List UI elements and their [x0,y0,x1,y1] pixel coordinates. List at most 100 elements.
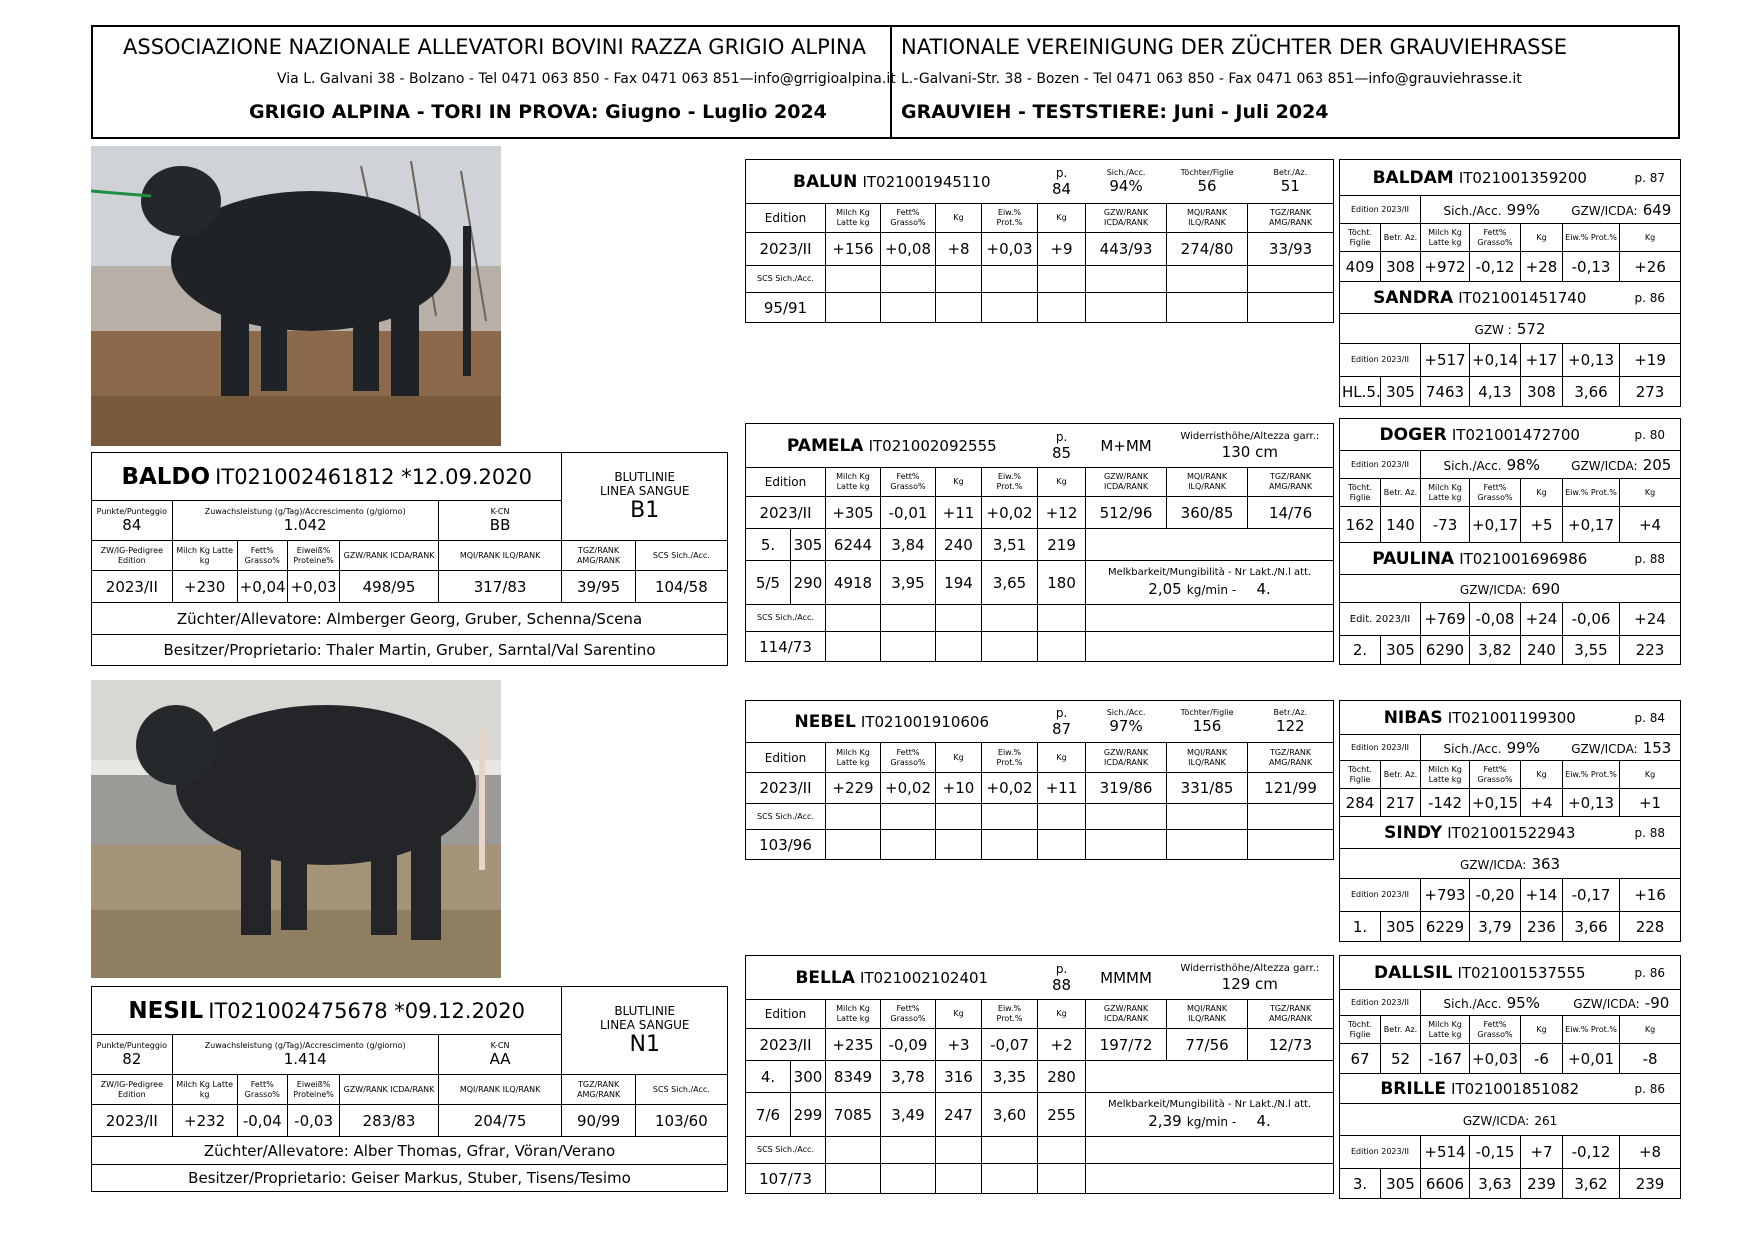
empty-cell [1085,528,1335,561]
kcn-cell: K-CN AA [437,1034,563,1075]
empty-cell [1085,829,1168,860]
kg-label: Kg [1037,467,1087,497]
empty-cell [980,292,1039,323]
gzw-value: 197/72 [1085,1028,1168,1061]
gdam-title: PAULINA IT021001696986 [1339,542,1620,575]
tgz-value: 39/95 [561,570,636,603]
fatkg-value: +3 [935,1028,982,1061]
owner-line: Besitzer/Proprietario: Geiser Markus, St… [91,1164,728,1192]
gsire-id: IT021001199300 [1447,708,1576,727]
fat-label: Fett% Grasso% [236,1074,288,1105]
milk-label: Milch Kg Latte kg [171,540,238,571]
gsire-val: +1 [1619,788,1682,817]
kcn-label: K-CN [490,506,510,516]
empty-cell [1037,829,1087,860]
empty-cell [1037,1136,1087,1164]
edition-label: Edition [745,999,826,1029]
gdam-name: BRILLE [1380,1078,1446,1099]
bull-title: BALDO IT021002461812 *12.09.2020 [90,452,563,501]
prot-label: Eiw.% Prot.% [1561,760,1621,789]
milk-value: +305 [825,496,881,529]
empty-cell [1037,803,1087,830]
scs-value: 95/91 [745,292,826,323]
zw-label: ZW/IG-Pedigree Edition [91,1074,173,1105]
gsire-val: -167 [1420,1043,1470,1074]
gsire-val: -0,12 [1469,251,1521,282]
mqi-label: MQI/RANK ILQ/RANK [1166,742,1249,773]
empty-cell [1085,604,1335,632]
dam-id: IT021002102401 [859,968,989,987]
lact1-fat: 3,84 [880,528,936,561]
fat-label: Fett% Grasso% [236,540,288,571]
fatkg-value: +11 [935,496,982,529]
header-de-title: NATIONALE VEREINIGUNG DER ZÜCHTER DER GR… [901,35,1567,59]
dam-title: PAMELA IT021002092555 [744,423,1038,468]
gdam-val: +14 [1520,878,1563,912]
growth-value: 1.414 [283,1050,327,1069]
p-label: p. [1055,429,1068,444]
gsire-gzw: -90 [1644,994,1670,1012]
kg-label: Kg [1037,203,1087,233]
scs-value: 114/73 [745,631,826,662]
p-label: p. [1055,705,1068,720]
gdam-val: +7 [1520,1135,1563,1169]
height-value: 129 cm [1221,974,1278,993]
gdam-gzw-label: GZW/ICDA: [1459,583,1527,597]
empty-cell [980,1163,1039,1194]
kg-label: Kg [1520,760,1563,789]
empty-cell [1085,803,1168,830]
tgz-value: 90/99 [561,1104,636,1137]
tgz-label: TGZ/RANK AMG/RANK [561,540,636,571]
gsire-acc: 98% [1506,456,1540,474]
p-value: 88 [1052,975,1072,994]
gsire-acc-label: Sich./Acc. [1443,204,1502,218]
gdam-title: SINDY IT021001522943 [1338,816,1620,849]
dam-card-pamela: PAMELA IT021002092555 p. 85 M+MM Widerris… [744,423,1335,662]
lact2-protkg: 255 [1037,1092,1087,1137]
gdam-val: +8 [1619,1135,1682,1169]
gsire-val: 217 [1380,788,1421,817]
p-cell: p. 84 [1037,159,1086,204]
gdam-gzw: 690 [1531,580,1561,598]
sire-name: BALUN [792,171,858,192]
scs-label: SCS Sich./Acc. [745,604,826,632]
grandparent-card-nibas-sindy: NIBAS IT021001199300 p. 84 Edition 2023/… [1338,700,1682,942]
empty-cell [1247,292,1335,323]
empty-cell [980,803,1039,830]
empty-cell [980,604,1039,632]
gsire-val: -73 [1420,506,1470,543]
herds-value: 51 [1280,177,1300,196]
edition-value: 2023/II [91,1104,173,1137]
edition-label: Edition [745,742,826,773]
daughters-value: 56 [1197,177,1217,196]
empty-cell [1247,803,1335,830]
sire-card-nebel: NEBEL IT021001910606 p. 87 Sich./Acc. 97% … [744,700,1335,860]
toecht-label: Töcht. Figlie [1339,223,1381,252]
gdam-edition: Edition 2023/II [1339,1135,1421,1169]
acc-label: Sich./Acc. [1106,167,1146,177]
tgz-label: TGZ/RANK AMG/RANK [1247,742,1335,773]
gsire-acc-label: Sich./Acc. [1443,742,1502,756]
bull-name: NESIL [128,997,204,1024]
gdam-val: +0,13 [1561,343,1621,377]
gsire-val: +0,17 [1562,506,1620,543]
protein-value: +0,03 [286,570,341,603]
nesil-photo [91,680,501,978]
lact1-fatkg: 240 [935,528,982,561]
fatkg-value: +8 [935,232,982,266]
gsire-val: 284 [1339,788,1381,817]
points-label: Punkte/Punteggio [96,506,168,516]
gzw-label: GZW/RANK ICDA/RANK [339,540,439,571]
gdam-val: -0,12 [1561,1135,1621,1169]
lact2-milk: 7085 [825,1092,881,1137]
gdam-edition: Edition 2023/II [1339,343,1421,377]
lact2-nr: 5/5 [745,560,791,605]
herds-value: 122 [1275,717,1305,736]
gsire-val: +972 [1420,251,1470,282]
grandparent-card-baldam-sandra: BALDAM IT021001359200 p. 87 Edition 2023… [1338,159,1682,407]
gsire-edition: Edition 2023/II [1339,195,1421,224]
bull-card-baldo: BALDO IT021002461812 *12.09.2020 BLUTLIN… [90,452,729,666]
empty-cell [880,265,936,293]
gsire-gzw-cell: GZW/ICDA: 205 [1562,450,1681,479]
bloodline-cell: BLUTLINIE LINEA SANGUE B1 [561,452,728,541]
